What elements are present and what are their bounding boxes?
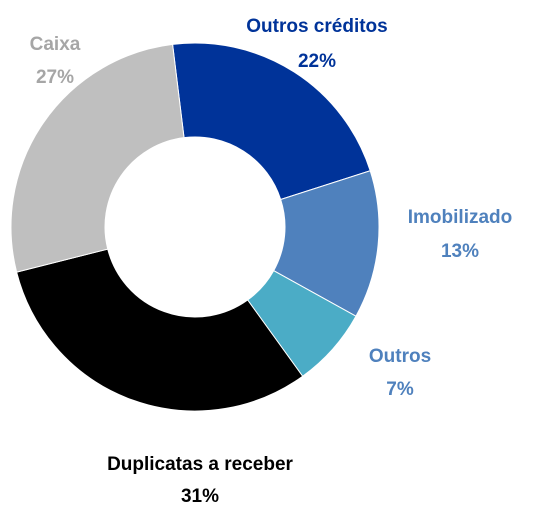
value-label: 22% [298,51,336,72]
value-label: 13% [441,241,479,262]
value-label: 27% [36,67,74,88]
donut-segment [10,43,185,273]
donut-segment [16,248,304,412]
value-label: 7% [386,379,414,400]
category-label: Outros [369,346,431,367]
donut-segment [172,42,371,201]
category-label: Caixa [30,34,81,55]
category-label: Outros créditos [246,16,387,37]
value-label: 31% [181,486,219,505]
category-label: Duplicatas a receber [107,454,293,475]
category-label: Imobilizado [408,207,513,228]
